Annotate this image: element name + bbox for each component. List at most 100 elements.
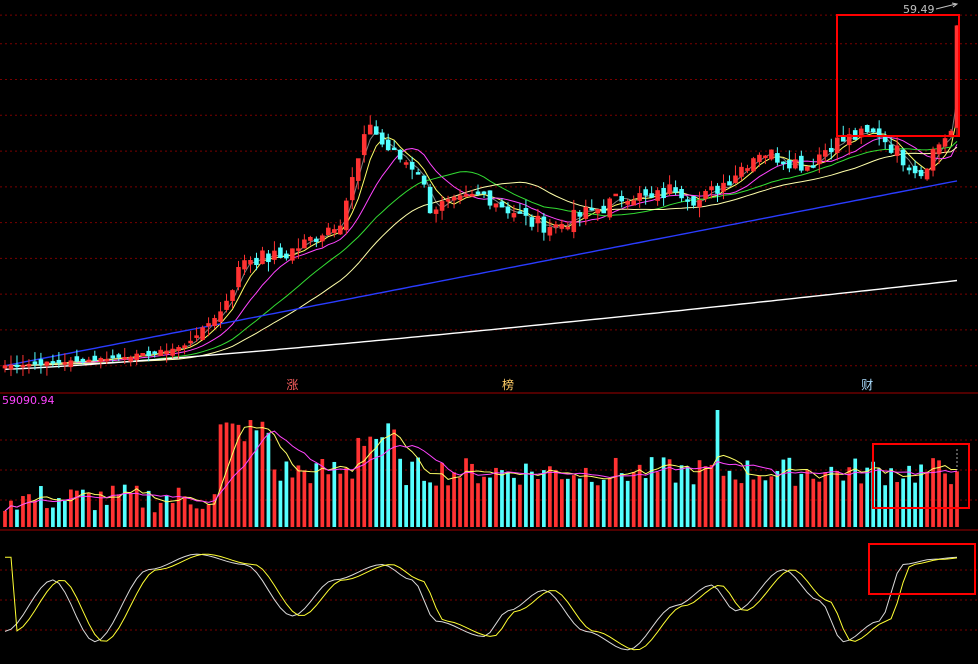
volume-bar (416, 457, 420, 527)
ma-line-120 (4, 279, 958, 370)
volume-bar (338, 473, 343, 527)
volume-bar (15, 509, 19, 527)
candle-body (912, 165, 918, 174)
price-gridlines (0, 14, 978, 367)
candle-body (361, 134, 367, 156)
volume-bar (787, 457, 792, 527)
candle-body (888, 144, 894, 153)
candle-body (511, 213, 517, 218)
candle-body (834, 137, 840, 154)
candle-body (882, 136, 888, 143)
candle-body (673, 187, 678, 193)
volume-bar (751, 479, 756, 527)
candle-body (553, 224, 559, 228)
volume-bar (781, 459, 786, 527)
candle-body (44, 361, 50, 366)
volume-bar (116, 494, 121, 527)
volume-bar (452, 472, 456, 527)
oscillator-line (5, 553, 958, 651)
candle-body (182, 345, 187, 349)
volume-bar (398, 458, 403, 527)
ma-line-60 (4, 180, 958, 367)
volume-bar (224, 422, 229, 527)
candle-body (284, 253, 289, 259)
volume-bar (494, 467, 498, 527)
volume-bar (919, 464, 923, 527)
volume-bar (757, 475, 762, 527)
candle-body (314, 238, 319, 242)
volume-bar (488, 477, 492, 527)
candle-body (595, 209, 601, 214)
candle-body (230, 290, 235, 302)
volume-bar (98, 491, 103, 527)
volume-bar (440, 462, 444, 527)
volume-bar (272, 469, 277, 527)
volume-bar (332, 461, 337, 527)
volume-bar (601, 479, 606, 527)
volume-bar (51, 507, 55, 527)
volume-bar (410, 461, 414, 527)
candle-body (517, 211, 523, 214)
candle-body (793, 159, 798, 169)
candle-body (924, 168, 930, 180)
oscillator-lines (4, 553, 958, 651)
volume-bar (27, 494, 31, 527)
candle-body (343, 200, 349, 231)
volume-bar (877, 468, 882, 527)
volume-bar (889, 468, 893, 527)
candle-body (918, 169, 924, 177)
volume-bar (631, 472, 636, 527)
volume-bar (146, 490, 151, 527)
volume-bar (260, 421, 265, 527)
candle-body (691, 196, 696, 206)
volume-bar (362, 445, 367, 527)
candle-body (739, 166, 744, 177)
candle-body (697, 200, 702, 208)
candle-body (242, 260, 247, 270)
candle-body (667, 184, 672, 195)
candle-body (74, 356, 80, 362)
candle-body (852, 130, 858, 140)
volume-bar (230, 423, 235, 527)
candle-body (20, 364, 26, 368)
candle-body (679, 189, 684, 199)
candle-body (631, 200, 636, 206)
volume-bar (314, 463, 319, 527)
volume-bar (266, 432, 271, 527)
volume-bar (955, 471, 959, 527)
volume-bar (248, 420, 253, 527)
volume-bar (823, 472, 828, 527)
volume-bar (715, 410, 720, 527)
volume-bar (679, 465, 684, 527)
candle-body (2, 365, 8, 369)
volume-bar (350, 478, 355, 527)
volume-bar (559, 479, 564, 527)
candle-body (260, 250, 265, 265)
candle-body (385, 139, 391, 151)
candle-body (547, 227, 553, 236)
volume-bar (122, 484, 127, 527)
candle-body (86, 359, 92, 363)
candle-body (212, 318, 217, 327)
candle-body (463, 194, 469, 197)
candle-body (38, 359, 44, 366)
candle-body (894, 145, 900, 157)
candle-body (320, 235, 325, 242)
candle-body (236, 267, 241, 288)
candle-body (745, 168, 750, 171)
volume-bar (236, 424, 241, 527)
volume-bar (284, 461, 289, 527)
candle-body (703, 190, 708, 199)
candle-body (308, 236, 313, 241)
candle-body (799, 155, 804, 171)
volume-bar (152, 512, 157, 527)
volume-bar (817, 481, 822, 527)
candle-body (637, 193, 642, 201)
volume-bar (697, 460, 702, 527)
candle-body (218, 311, 223, 322)
candle-body (475, 191, 481, 195)
candle-body (278, 247, 283, 258)
candle-body (481, 191, 487, 194)
candle-body (781, 161, 786, 165)
